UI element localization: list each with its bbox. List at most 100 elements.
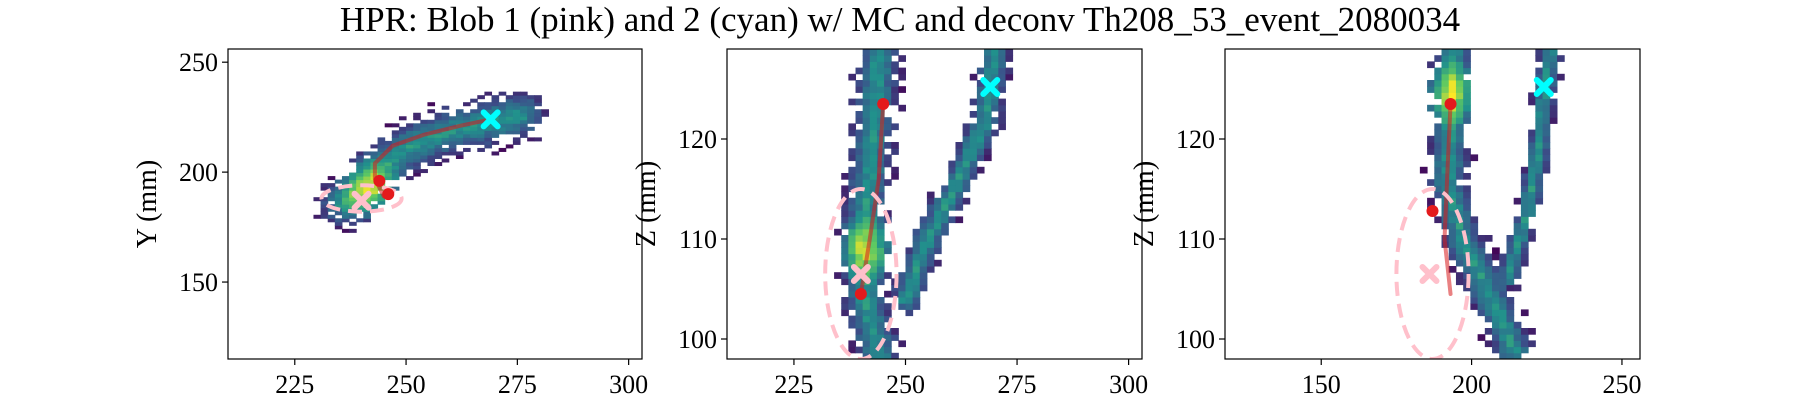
heatmap-cell bbox=[1470, 303, 1479, 310]
heatmap-cell bbox=[1455, 104, 1464, 112]
heatmap-cell bbox=[926, 253, 935, 261]
heatmap-cell bbox=[1477, 272, 1486, 279]
heatmap-cell bbox=[377, 200, 386, 205]
heatmap-cell bbox=[498, 126, 507, 131]
heatmap-cell bbox=[1492, 309, 1500, 317]
heatmap-cell bbox=[1455, 67, 1464, 75]
heatmap-cell bbox=[1506, 340, 1515, 348]
heatmap-cell bbox=[334, 211, 343, 216]
heatmap-cell bbox=[470, 137, 478, 142]
heatmap-cell bbox=[848, 259, 857, 267]
heatmap-cell bbox=[434, 123, 443, 128]
y-tick-label: 100 bbox=[1176, 325, 1215, 354]
heatmap-cell bbox=[527, 95, 535, 100]
heatmap-cell bbox=[1427, 80, 1435, 87]
heatmap-cell bbox=[470, 116, 478, 121]
heatmap-cell bbox=[491, 151, 500, 156]
heatmap-cell bbox=[1520, 235, 1529, 242]
heatmap-cell bbox=[905, 259, 914, 267]
heatmap-cell bbox=[534, 102, 542, 107]
heatmap-cell bbox=[1463, 61, 1471, 69]
heatmap-cell bbox=[356, 154, 364, 159]
heatmap-cell bbox=[884, 179, 892, 186]
x-tick-label: 275 bbox=[998, 370, 1037, 399]
heatmap-cell bbox=[1484, 284, 1493, 292]
heatmap-cell bbox=[1463, 210, 1471, 217]
heatmap-cell bbox=[1535, 160, 1544, 168]
heatmap-cell bbox=[891, 98, 899, 106]
y-tick-label: 100 bbox=[678, 325, 717, 354]
heatmap-cell bbox=[1441, 111, 1450, 118]
heatmap-cell bbox=[1549, 80, 1558, 87]
heatmap-cell bbox=[934, 222, 942, 230]
heatmap-cell bbox=[484, 144, 493, 149]
heatmap-cell bbox=[1463, 216, 1471, 224]
heatmap-cell bbox=[876, 185, 885, 193]
heatmap-cell bbox=[327, 214, 336, 219]
heatmap-cell bbox=[869, 86, 878, 93]
heatmap-cell bbox=[1549, 104, 1558, 112]
heatmap-cell bbox=[1463, 111, 1471, 118]
heatmap-cell bbox=[1448, 266, 1457, 273]
cyan-blob-x-marker bbox=[480, 109, 501, 130]
x-tick-label: 275 bbox=[498, 370, 537, 399]
heatmap-cell bbox=[391, 165, 400, 170]
heatmap-cell bbox=[855, 154, 864, 162]
heatmap-cell bbox=[1492, 290, 1500, 298]
heatmap-cell bbox=[520, 133, 528, 138]
heatmap-cell bbox=[349, 214, 357, 219]
heatmap-cell bbox=[841, 204, 849, 211]
heatmap-cell bbox=[505, 112, 514, 117]
heatmap-cell bbox=[1492, 315, 1500, 323]
heatmap-cell bbox=[1434, 142, 1443, 149]
heatmap-cell bbox=[356, 218, 364, 223]
heatmap-cell bbox=[1441, 117, 1450, 124]
heatmap-cell bbox=[855, 222, 864, 230]
heatmap-cell bbox=[905, 278, 914, 286]
heatmap-cell bbox=[1484, 253, 1493, 261]
heatmap-cell bbox=[1520, 253, 1529, 261]
heatmap-cell bbox=[876, 241, 885, 248]
heatmap-cell bbox=[1499, 259, 1507, 267]
heatmap-cell bbox=[527, 137, 535, 142]
heatmap-cell bbox=[498, 119, 507, 124]
heatmap-cell bbox=[1513, 235, 1522, 242]
heatmap-cell bbox=[862, 80, 871, 87]
heatmap-cell bbox=[1434, 173, 1443, 180]
heatmap-cell bbox=[841, 185, 849, 193]
heatmap-cell bbox=[1513, 346, 1522, 354]
heatmap-cell bbox=[848, 166, 857, 174]
figure-title: HPR: Blob 1 (pink) and 2 (cyan) w/ MC an… bbox=[340, 0, 1460, 39]
heatmap-cell bbox=[941, 228, 949, 236]
heatmap-cell bbox=[969, 160, 978, 168]
heatmap-cell bbox=[876, 55, 885, 62]
heatmap-cell bbox=[876, 73, 885, 81]
heatmap-cell bbox=[955, 160, 964, 168]
heatmap-cell bbox=[455, 140, 464, 145]
heatmap-cell bbox=[484, 130, 493, 135]
heatmap-cell bbox=[869, 303, 878, 310]
heatmap-cell bbox=[876, 222, 885, 230]
heatmap-cell bbox=[1470, 241, 1479, 248]
heatmap-cell bbox=[934, 235, 942, 242]
heatmap-cell bbox=[912, 235, 921, 242]
heatmap-cell bbox=[1455, 160, 1464, 168]
heatmap-cell bbox=[869, 73, 878, 81]
heatmap-cell bbox=[434, 126, 443, 131]
heatmap-cell bbox=[349, 197, 357, 202]
heatmap-cell bbox=[862, 222, 871, 230]
heatmap-cell bbox=[1455, 191, 1464, 199]
heatmap-cell bbox=[1535, 104, 1544, 112]
heatmap-cell bbox=[1448, 204, 1457, 211]
heatmap-cell bbox=[869, 80, 878, 87]
heatmap-cell bbox=[891, 142, 899, 149]
heatmap-cell bbox=[1528, 135, 1536, 143]
heatmap-cell bbox=[520, 95, 528, 100]
heatmap-cell bbox=[841, 247, 849, 255]
heatmap-cell bbox=[1448, 142, 1457, 149]
heatmap-cell bbox=[1535, 142, 1544, 149]
heatmap-cell bbox=[1506, 309, 1515, 317]
heatmap-cell bbox=[876, 278, 885, 286]
heatmap-cell bbox=[1484, 290, 1493, 298]
heatmap-cell bbox=[834, 272, 842, 279]
